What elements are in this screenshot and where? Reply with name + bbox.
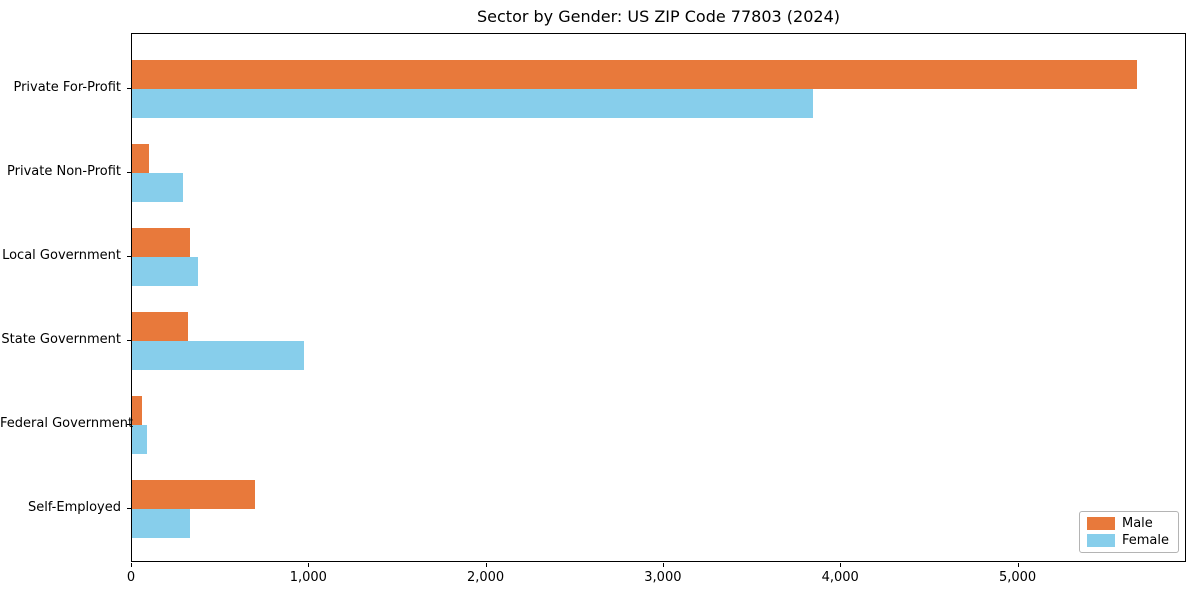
male-color-swatch: [1086, 517, 1115, 530]
female-color-swatch: [1086, 534, 1115, 547]
ytick-label-private-non-profit: Private Non-Profit: [7, 164, 121, 179]
xtick-mark-3000: [662, 563, 664, 567]
ytick-mark-state-government: [127, 340, 131, 341]
bar-male-local-government: [132, 228, 190, 257]
xtick-label-5000: 5,000: [998, 570, 1037, 585]
ytick-label-local-government: Local Government: [2, 248, 121, 263]
ytick-mark-federal-government: [127, 424, 131, 425]
xtick-label-4000: 4,000: [821, 570, 859, 585]
xtick-mark-4000: [840, 563, 842, 567]
xtick-mark-2000: [485, 563, 487, 567]
ytick-label-private-for-profit: Private For-Profit: [13, 80, 121, 95]
xtick-label-3000: 3,000: [644, 570, 682, 585]
ytick-label-federal-government: Federal Government: [0, 416, 134, 431]
plot-area: Male Female: [131, 33, 1186, 562]
bar-male-federal-government: [132, 396, 142, 425]
bar-female-state-government: [132, 341, 304, 370]
xtick-label-0: 0: [126, 570, 136, 585]
xtick-label-1000: 1,000: [289, 570, 327, 585]
ytick-mark-local-government: [127, 256, 131, 257]
bar-male-private-for-profit: [132, 60, 1138, 89]
legend-label-female: Female: [1121, 533, 1169, 548]
xtick-mark-1000: [308, 563, 310, 567]
xtick-mark-0: [131, 563, 132, 567]
bars-layer: [132, 34, 1185, 561]
bar-male-self-employed: [132, 480, 256, 509]
bar-female-self-employed: [132, 509, 190, 538]
ytick-label-state-government: State Government: [1, 332, 121, 347]
xtick-label-2000: 2,000: [466, 570, 505, 585]
bar-female-federal-government: [132, 425, 148, 454]
legend-label-male: Male: [1121, 516, 1153, 531]
ytick-label-self-employed: Self-Employed: [27, 500, 121, 515]
bar-male-private-non-profit: [132, 144, 149, 173]
legend: Male Female: [1078, 511, 1179, 553]
bar-female-private-for-profit: [132, 89, 813, 118]
chart-title: Sector by Gender: US ZIP Code 77803 (202…: [477, 7, 840, 26]
xtick-mark-5000: [1017, 563, 1019, 567]
bar-male-state-government: [132, 312, 188, 341]
legend-item-female: Female: [1086, 533, 1169, 548]
bar-female-private-non-profit: [132, 173, 183, 202]
bar-female-local-government: [132, 257, 198, 286]
ytick-mark-self-employed: [127, 508, 131, 509]
legend-item-male: Male: [1086, 516, 1169, 531]
ytick-mark-private-for-profit: [127, 88, 131, 89]
ytick-mark-private-non-profit: [127, 172, 131, 173]
